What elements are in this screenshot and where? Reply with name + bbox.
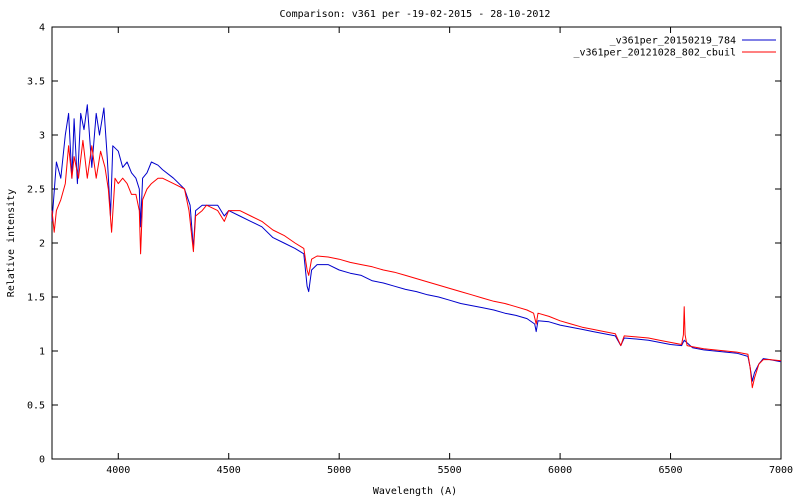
x-tick-label: 6500 [658, 465, 682, 476]
y-tick-label: 1.5 [27, 293, 45, 304]
y-tick-label: 2.5 [27, 185, 45, 196]
y-tick-label: 0 [39, 455, 45, 466]
plot-frame [51, 26, 782, 460]
legend-label: _v361per_20121028_802_cbuil [573, 48, 736, 59]
x-axis: 4000 4500 5000 5500 6000 6500 7000 [106, 27, 793, 476]
y-tick-label: 0.5 [27, 401, 45, 412]
x-tick-label: 5500 [438, 465, 462, 476]
x-axis-label: Wavelength (A) [373, 486, 457, 497]
y-tick-label: 2 [39, 239, 45, 250]
y-tick-label: 1 [39, 347, 45, 358]
y-tick-label: 3 [39, 131, 45, 142]
legend-label: _v361per_20150219_784 [610, 36, 736, 47]
legend: _v361per_20150219_784_v361per_20121028_8… [573, 36, 776, 59]
x-tick-label: 4000 [106, 465, 130, 476]
series-line-0 [51, 104, 782, 382]
x-tick-label: 4500 [217, 465, 241, 476]
series-line-1 [51, 139, 782, 389]
y-axis: 0 0.5 1 1.5 2 2.5 3 3.5 4 [27, 23, 781, 466]
y-tick-label: 3.5 [27, 77, 45, 88]
x-tick-label: 6000 [548, 465, 572, 476]
y-axis-label: Relative intensity [6, 189, 17, 297]
x-tick-label: 7000 [769, 465, 793, 476]
x-tick-label: 5000 [327, 465, 351, 476]
y-tick-label: 4 [39, 23, 45, 34]
chart-title: Comparison: v361 per -19-02-2015 - 28-10… [280, 9, 551, 20]
series-lines [51, 104, 782, 389]
